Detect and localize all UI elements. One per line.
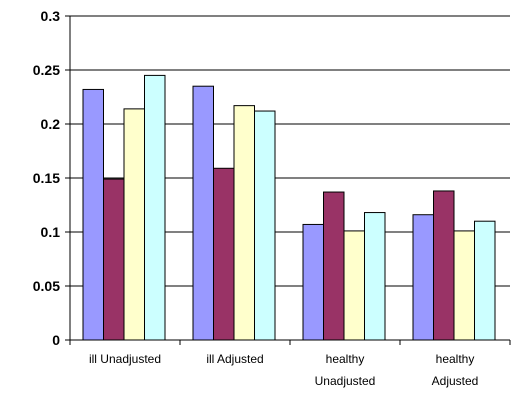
bar	[323, 191, 345, 341]
x-category-label: Unadjusted	[315, 374, 376, 388]
bar	[192, 85, 214, 341]
bar	[233, 105, 255, 341]
bar	[144, 74, 166, 341]
bar	[254, 110, 276, 341]
bar	[103, 178, 125, 341]
y-tick-label: 0.3	[41, 8, 61, 24]
x-category-label: ill Adjusted	[206, 352, 263, 366]
x-category-label: healthy	[326, 352, 365, 366]
bar	[302, 223, 324, 341]
x-category-label: healthy	[436, 352, 475, 366]
bar	[213, 167, 235, 341]
bar	[433, 190, 455, 341]
y-tick-label: 0.1	[41, 224, 61, 240]
axes	[65, 15, 511, 345]
bar	[474, 220, 496, 341]
y-tick-label: 0.25	[33, 62, 60, 78]
labels: 0 0.05 0.1 0.15 0.2 0.25 0.3 ill Unadjusted ill …	[33, 8, 479, 388]
bar	[453, 230, 475, 341]
y-tick-label: 0.15	[33, 170, 60, 186]
x-category-label: ill Unadjusted	[89, 352, 161, 366]
bars	[82, 74, 496, 341]
bar	[412, 214, 434, 341]
y-tick-label: 0	[52, 332, 60, 348]
bar	[364, 212, 386, 341]
y-tick-label: 0.05	[33, 278, 60, 294]
bar	[343, 230, 365, 341]
y-tick-label: 0.2	[41, 116, 61, 132]
x-category-label: Adjusted	[432, 374, 479, 388]
bar	[82, 88, 104, 341]
bar	[123, 108, 145, 341]
